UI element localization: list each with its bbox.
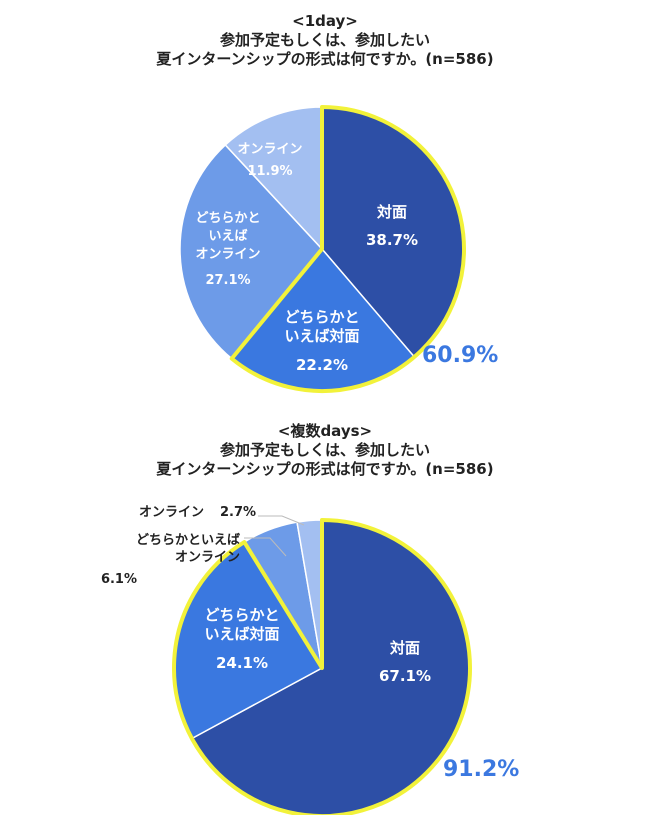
slice-label: 対面 67.1% [379, 639, 431, 685]
slice-label: オンライン 2.7% [139, 505, 256, 520]
chart-title-line1: <複数days> [277, 422, 373, 440]
slice-category-label: オンライン [237, 142, 302, 157]
slice-category-label: どちらかと [284, 308, 359, 326]
chart-title: <複数days> 参加予定もしくは、参加したい 夏インターンシップの形式は何です… [0, 422, 650, 479]
combined-total-label: 60.9% [422, 343, 498, 368]
slice-value-label: 27.1% [205, 273, 250, 288]
chart-panel-multidays: <複数days> 参加予定もしくは、参加したい 夏インターンシップの形式は何です… [0, 410, 650, 815]
slice-category-label: どちらかといえば [136, 533, 240, 548]
pie-chart-1day: 対面38.7%どちらかといえば対面22.2%どちらかといえばオンライン27.1%… [179, 105, 498, 393]
slice-value-label: 11.9% [247, 164, 292, 179]
slice-category-label: 対面 [376, 203, 407, 221]
chart-title-line2: 参加予定もしくは、参加したい [219, 31, 430, 49]
leader-line [258, 515, 305, 526]
highlight-outline [229, 105, 466, 393]
slice-label: 対面 38.7% [366, 203, 418, 249]
pie-slice [179, 143, 323, 360]
slice-category-label: 対面 [389, 639, 420, 657]
pie-chart-multidays: 対面67.1%どちらかといえば対面24.1%どちらかといえばオンライン6.1%オ… [101, 505, 519, 815]
slice-value-label: 67.1% [379, 667, 431, 685]
leader-line [244, 537, 287, 557]
slice-value-label: 6.1% [101, 572, 137, 587]
slice-category-label: オンライン [139, 505, 204, 520]
slice-value-label: 22.2% [296, 356, 348, 374]
slice-category-label: オンライン [175, 550, 240, 565]
slice-value-label: 38.7% [366, 231, 418, 249]
slice-category-label: いえば対面 [204, 625, 279, 643]
slice-category-label: いえば [208, 229, 247, 244]
chart-title-line3: 夏インターンシップの形式は何ですか。(n=586) [156, 460, 494, 478]
pie-slice [224, 106, 323, 251]
slice-category-label: オンライン [195, 247, 260, 262]
chart-title: <1day> 参加予定もしくは、参加したい 夏インターンシップの形式は何ですか。… [0, 12, 650, 69]
slice-value-label: 24.1% [216, 654, 268, 672]
slice-value-label: 2.7% [220, 505, 256, 520]
slice-category-label: いえば対面 [284, 327, 359, 345]
chart-title-line2: 参加予定もしくは、参加したい [219, 441, 430, 459]
highlight-outline [172, 518, 472, 815]
slice-label: オンライン 11.9% [237, 142, 302, 179]
slice-category-label: どちらかと [204, 606, 279, 624]
chart-panel-1day: <1day> 参加予定もしくは、参加したい 夏インターンシップの形式は何ですか。… [0, 12, 650, 393]
slice-category-label: どちらかと [195, 211, 260, 226]
chart-title-line3: 夏インターンシップの形式は何ですか。(n=586) [156, 50, 494, 68]
chart-title-line1: <1day> [292, 12, 358, 30]
combined-total-label: 91.2% [443, 757, 519, 782]
